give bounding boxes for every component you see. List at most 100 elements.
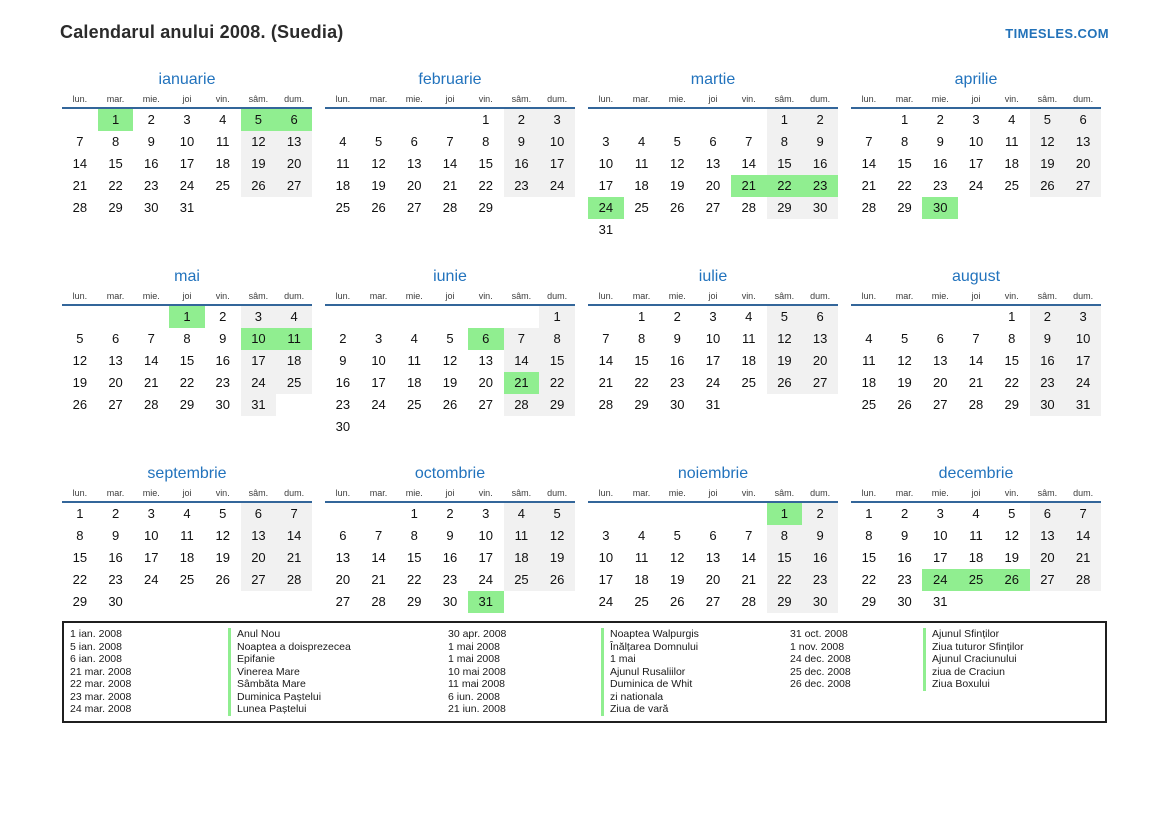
day-cell: 10 (598, 156, 614, 171)
day-cell: 20 (705, 178, 721, 193)
day-cell: 18 (634, 572, 649, 587)
holiday-marker-icon (601, 640, 604, 653)
dow-header: sâm. (511, 488, 532, 498)
day-cell: 10 (478, 528, 493, 543)
day-cell: 19 (371, 178, 386, 193)
day-cell: 4 (637, 134, 646, 149)
day-cell: 24 (968, 178, 984, 193)
day-cell: 22 (108, 178, 123, 193)
dow-header: lun. (335, 291, 351, 301)
day-cell: 7 (276, 503, 312, 525)
day-cell: 5 (900, 331, 909, 346)
day-cell (361, 109, 397, 131)
day-cell: 13 (1029, 525, 1066, 547)
day-cell (731, 503, 767, 525)
day-cell: 13 (705, 550, 721, 565)
day-cell: 9 (936, 134, 944, 149)
day-cell: 18 (634, 178, 649, 193)
holiday-marker-icon (228, 703, 231, 716)
month-title: martie (690, 71, 736, 88)
day-cell: 3 (602, 134, 610, 149)
day-cell (731, 109, 767, 131)
day-cell: 21 (861, 178, 877, 193)
day-cell: 12 (670, 156, 685, 171)
day-cell: 21 (741, 572, 756, 587)
legend-date: 6 ian. 2008 (70, 653, 122, 665)
day-cell: 30 (670, 397, 685, 412)
legend-name: Ajunul Craciunului (923, 653, 1106, 666)
day-cell (695, 109, 731, 131)
brand-link[interactable]: TIMESLES.COM (1005, 26, 1109, 41)
day-cell: 5 (219, 506, 227, 521)
day-cell: 8 (183, 331, 191, 346)
legend-date: 24 dec. 2008 (790, 653, 851, 665)
day-cell: 22 (478, 178, 493, 193)
day-cell (361, 503, 397, 525)
day-cell: 1 (76, 506, 84, 521)
day-cell: 17 (144, 550, 159, 565)
day-cell: 5 (539, 503, 575, 525)
legend-name: Ziua Boxului (923, 678, 1106, 691)
day-cell: 24 (371, 397, 386, 412)
day-cell: 26 (1029, 175, 1066, 197)
day-cell (205, 197, 241, 219)
day-cell: 5 (240, 109, 277, 131)
day-cell: 17 (371, 375, 386, 390)
legend-entry: 31 oct. 2008 Ajunul Sfinților (790, 628, 1106, 641)
legend-name: Ajunul Rusaliilor (601, 665, 790, 678)
day-cell: 27 (933, 397, 948, 412)
dow-header: lun. (598, 291, 614, 301)
day-cell: 19 (670, 178, 685, 193)
weeks: 1 2 3 4 5 6 7 8 9 10 11 12 13 14 15 16 17 18 19 20 21 22 23 24 2… (588, 503, 838, 613)
day-cell: 31 (705, 397, 721, 412)
day-cell: 27 (335, 594, 351, 609)
day-cell: 11 (276, 328, 312, 350)
holiday-marker-icon (923, 653, 926, 666)
day-cell: 3 (936, 506, 944, 521)
day-cell: 7 (1065, 503, 1101, 525)
day-cell: 1 (410, 506, 418, 521)
day-cell: 3 (482, 506, 490, 521)
day-cell: 5 (1029, 109, 1066, 131)
day-cell: 25 (634, 594, 649, 609)
dow-header: vin. (215, 94, 230, 104)
day-cell: 22 (861, 572, 877, 587)
dow-header: mie. (142, 291, 160, 301)
day-cell: 14 (276, 525, 312, 547)
day-cell: 23 (108, 572, 123, 587)
day-cell: 25 (1004, 178, 1019, 193)
day-cell: 7 (503, 328, 540, 350)
holiday-marker-icon (923, 678, 926, 691)
day-cell: 24 (1065, 372, 1101, 394)
day-cell: 14 (861, 156, 877, 171)
day-cell: 17 (598, 572, 614, 587)
day-cell (1030, 197, 1066, 219)
day-cell: 18 (741, 353, 756, 368)
day-cell: 6 (339, 528, 347, 543)
dow-header: mie. (142, 94, 160, 104)
day-cell: 9 (339, 353, 347, 368)
day-cell: 21 (442, 178, 458, 193)
topbar: Calendarul anului 2008. (Suedia) TIMESLE… (0, 0, 1169, 43)
day-cell: 26 (240, 175, 277, 197)
day-cell: 5 (1008, 506, 1016, 521)
day-cell: 24 (588, 197, 624, 219)
day-cell: 30 (335, 419, 351, 434)
day-cell: 22 (766, 569, 803, 591)
day-cell: 19 (766, 350, 803, 372)
day-cell: 2 (1029, 306, 1066, 328)
legend-name-label: Noaptea Walpurgis (610, 628, 699, 640)
day-cell: 20 (1065, 153, 1101, 175)
dow-header: joi (445, 94, 455, 104)
day-cell: 20 (335, 572, 351, 587)
day-cell: 14 (741, 156, 756, 171)
day-cell (468, 416, 504, 438)
day-cell: 9 (802, 131, 838, 153)
day-cell: 29 (634, 397, 649, 412)
day-cell: 12 (897, 353, 912, 368)
day-cell: 29 (1004, 397, 1019, 412)
day-cell: 11 (503, 525, 540, 547)
day-cell: 13 (933, 353, 948, 368)
